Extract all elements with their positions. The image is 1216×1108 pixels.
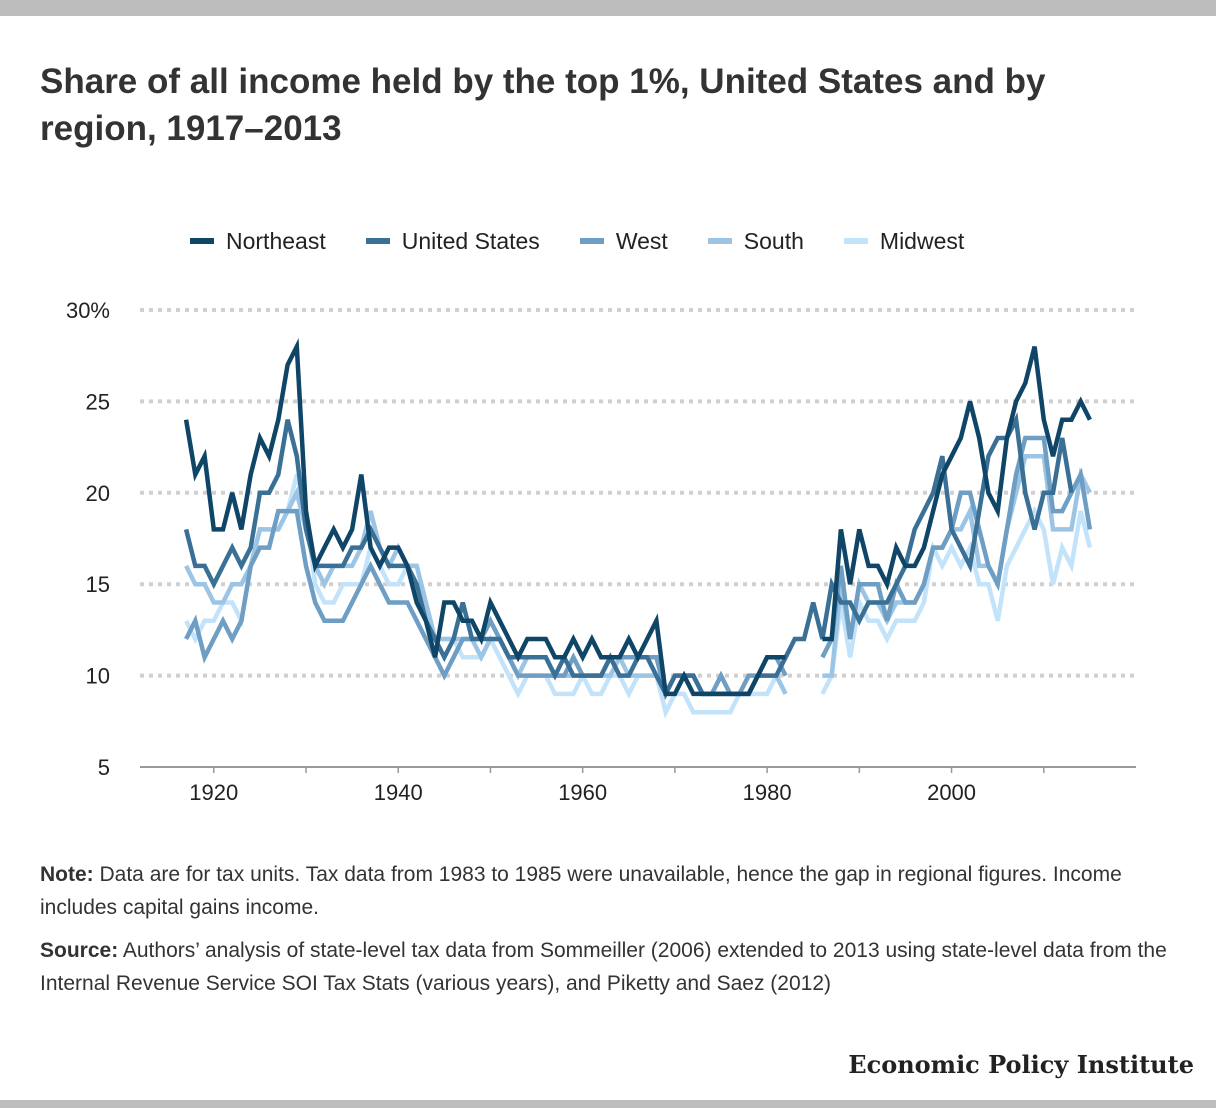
legend-item-united-states: United States — [365, 227, 540, 255]
legend-item-northeast: Northeast — [190, 228, 326, 255]
note-text: Data are for tax units. Tax data from 19… — [40, 863, 1122, 919]
top-border — [0, 0, 1216, 16]
chart-legend: Northeast United States West South Midwest — [176, 212, 1026, 270]
x-tick-label: 1960 — [558, 780, 607, 805]
series-line-united-states — [183, 412, 1074, 699]
source-text: Authors’ analysis of state-level tax dat… — [40, 939, 1167, 995]
y-tick-label: 30% — [66, 298, 110, 323]
legend-swatch — [707, 238, 732, 244]
legend-swatch — [579, 238, 604, 244]
legend-label: Northeast — [226, 227, 326, 254]
legend-label: United States — [401, 227, 540, 254]
bottom-border — [0, 1100, 1216, 1108]
chart-title: Share of all income held by the top 1%, … — [40, 62, 1046, 148]
publisher-logo: Economic Policy Institute — [848, 1050, 1194, 1079]
legend-swatch — [190, 238, 214, 244]
legend-swatch — [843, 238, 868, 244]
y-tick-label: 5 — [98, 755, 110, 780]
legend-label: West — [615, 227, 668, 254]
y-tick-label: 25 — [86, 389, 110, 414]
legend-item-south: South — [707, 227, 804, 255]
source-label: Source: — [40, 939, 119, 962]
x-tick-label: 1920 — [189, 780, 238, 805]
y-tick-label: 20 — [86, 481, 110, 506]
chart-note: Note: Data are for tax units. Tax data f… — [40, 858, 1180, 924]
legend-swatch — [365, 238, 390, 244]
x-tick-label: 1940 — [374, 780, 423, 805]
chart-source: Source: Authors’ analysis of state-level… — [40, 934, 1180, 1000]
legend-label: Midwest — [879, 227, 965, 254]
legend-label: South — [743, 227, 804, 254]
y-tick-label: 15 — [86, 572, 110, 597]
y-tick-label: 10 — [86, 664, 110, 689]
legend-item-west: West — [579, 227, 668, 255]
x-tick-label: 1980 — [743, 780, 792, 805]
series-line-northeast — [183, 338, 1092, 697]
note-label: Note: — [40, 863, 94, 886]
x-tick-label: 2000 — [927, 780, 976, 805]
line-chart: 5 10 15 20 25 30% 1920 1940 1960 1980 2000 — [66, 298, 1136, 805]
legend-item-midwest: Midwest — [843, 227, 965, 255]
